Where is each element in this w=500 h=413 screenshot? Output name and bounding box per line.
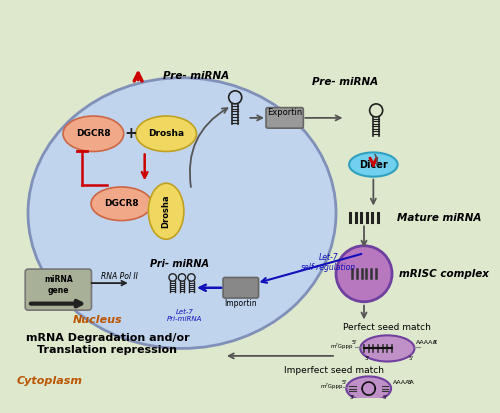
Text: Mature miRNA: Mature miRNA <box>396 213 481 223</box>
FancyBboxPatch shape <box>25 269 92 310</box>
Text: 5': 5' <box>383 395 388 400</box>
Text: RNA Pol II: RNA Pol II <box>101 272 138 281</box>
Ellipse shape <box>136 116 196 152</box>
Ellipse shape <box>349 152 398 177</box>
Text: Exportin: Exportin <box>267 108 302 117</box>
Text: Pre- miRNA: Pre- miRNA <box>312 77 378 88</box>
Text: Pre- miRNA: Pre- miRNA <box>164 71 230 81</box>
Text: Let-7
self-regulation: Let-7 self-regulation <box>301 253 356 272</box>
Text: Pri- miRNA: Pri- miRNA <box>150 259 208 269</box>
Text: Drosha: Drosha <box>148 129 184 138</box>
Ellipse shape <box>63 116 124 152</box>
Text: +: + <box>124 126 137 141</box>
Text: m⁷Gppp: m⁷Gppp <box>330 343 353 349</box>
Text: Importin: Importin <box>224 299 257 308</box>
Text: Drosha: Drosha <box>162 195 170 228</box>
Text: mRISC complex: mRISC complex <box>400 269 490 279</box>
Text: 3': 3' <box>364 356 370 361</box>
Text: Perfect seed match: Perfect seed match <box>344 323 432 332</box>
Text: 5': 5' <box>408 380 413 385</box>
Ellipse shape <box>346 376 391 401</box>
Text: mRNA Degradation and/or
Translation repression: mRNA Degradation and/or Translation repr… <box>26 333 189 355</box>
Text: Dicer: Dicer <box>359 159 388 170</box>
Ellipse shape <box>28 78 336 349</box>
Text: Let-7
Pri-miRNA: Let-7 Pri-miRNA <box>167 309 202 322</box>
Text: AAAAA: AAAAA <box>393 380 414 385</box>
Text: DGCR8: DGCR8 <box>104 199 138 208</box>
Circle shape <box>336 246 392 302</box>
Text: Nucleus: Nucleus <box>73 316 123 325</box>
Text: m⁷Gppp: m⁷Gppp <box>320 383 342 389</box>
Text: miRNA
gene: miRNA gene <box>44 275 73 294</box>
Text: AAAAA: AAAAA <box>416 340 438 345</box>
Ellipse shape <box>360 335 414 361</box>
FancyBboxPatch shape <box>223 278 258 298</box>
Text: 5': 5' <box>408 356 413 361</box>
Text: 3': 3' <box>432 340 437 345</box>
Text: Cytoplasm: Cytoplasm <box>17 376 83 386</box>
Text: DGCR8: DGCR8 <box>76 129 110 138</box>
Text: Imperfect seed match: Imperfect seed match <box>284 366 384 375</box>
Ellipse shape <box>148 183 184 239</box>
Text: 3': 3' <box>350 395 354 400</box>
Text: 5': 5' <box>342 380 347 385</box>
Text: 5': 5' <box>352 340 358 345</box>
Ellipse shape <box>91 187 152 221</box>
FancyBboxPatch shape <box>266 108 304 128</box>
